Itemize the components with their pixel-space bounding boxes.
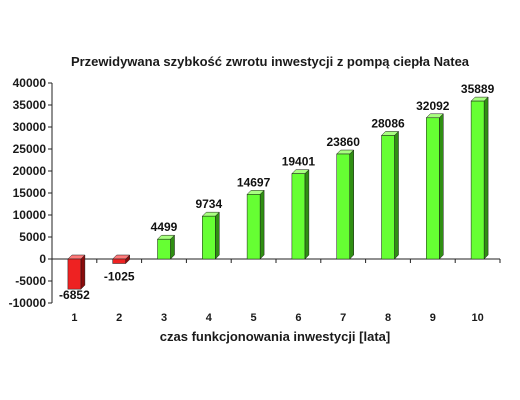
bar-1 xyxy=(67,254,86,290)
data-label: 19401 xyxy=(282,155,316,169)
bar-6 xyxy=(291,169,310,260)
bar-front xyxy=(336,153,350,260)
bar-side xyxy=(439,113,444,260)
bar-front xyxy=(246,194,261,260)
bar-side xyxy=(80,254,86,290)
x-tick-label: 9 xyxy=(430,312,436,324)
data-label: -1025 xyxy=(104,270,135,284)
bar-3 xyxy=(156,234,176,260)
bar-side xyxy=(215,211,220,260)
data-label: 32092 xyxy=(416,99,450,113)
bar-4 xyxy=(201,211,220,260)
data-label: 14697 xyxy=(237,175,271,189)
data-label: 9734 xyxy=(195,197,222,211)
bar-front xyxy=(291,173,306,260)
y-tick-label: -10000 xyxy=(9,296,47,310)
bar-side xyxy=(483,96,489,260)
x-tick-label: 8 xyxy=(385,312,391,324)
bar-front xyxy=(426,117,440,260)
bar-side xyxy=(349,149,354,260)
bar-front xyxy=(157,238,171,260)
bar-2 xyxy=(112,254,131,265)
data-label: 4499 xyxy=(151,220,178,234)
data-label: 35889 xyxy=(461,82,495,96)
bar-side xyxy=(304,169,310,260)
y-tick-label: 5000 xyxy=(19,230,46,244)
data-labels: -6852 -1025 4499 9734 14697 19401 23860 28086 32… xyxy=(59,82,495,302)
y-tick-label: 35000 xyxy=(13,98,47,112)
bar-7 xyxy=(336,149,355,260)
x-tick-label: 7 xyxy=(340,312,346,324)
bars xyxy=(67,96,489,290)
y-tick-label: 40000 xyxy=(13,76,47,90)
bar-9 xyxy=(425,113,444,260)
chart-title: Przewidywana szybkość zwrotu inwestycji … xyxy=(71,54,470,69)
x-tick-label: 10 xyxy=(471,312,483,324)
y-tick-label: -5000 xyxy=(15,274,46,288)
bar-8 xyxy=(380,130,400,260)
x-axis-label: czas funkcjonowania inwestycji [lata] xyxy=(160,329,390,344)
bar-10 xyxy=(470,96,489,260)
x-tick-label: 5 xyxy=(251,312,257,324)
bar-5 xyxy=(246,189,265,260)
bar-front xyxy=(67,258,82,290)
bar-side xyxy=(259,189,265,260)
x-tick-label: 6 xyxy=(295,312,301,324)
y-tick-label: 0 xyxy=(39,252,46,266)
x-tick-label: 4 xyxy=(206,312,213,324)
x-tick-label: 1 xyxy=(71,312,77,324)
data-label: 23860 xyxy=(327,135,361,149)
data-label: -6852 xyxy=(59,288,90,302)
bar-side xyxy=(394,130,399,260)
bar-front xyxy=(202,215,216,260)
bar-front xyxy=(112,258,126,264)
x-tick-label: 2 xyxy=(116,312,122,324)
data-label: 28086 xyxy=(371,116,405,130)
y-tick-label: 20000 xyxy=(13,164,47,178)
y-axis: -10000 -5000 0 5000 10000 15000 20000 25000 3000… xyxy=(9,76,53,310)
y-tick-label: 25000 xyxy=(13,142,47,156)
y-tick-label: 30000 xyxy=(13,120,47,134)
x-tick-label: 3 xyxy=(161,312,167,324)
bar-front xyxy=(381,135,395,260)
bar-front xyxy=(470,100,485,260)
y-tick-label: 10000 xyxy=(13,208,47,222)
y-tick-label: 15000 xyxy=(13,186,47,200)
